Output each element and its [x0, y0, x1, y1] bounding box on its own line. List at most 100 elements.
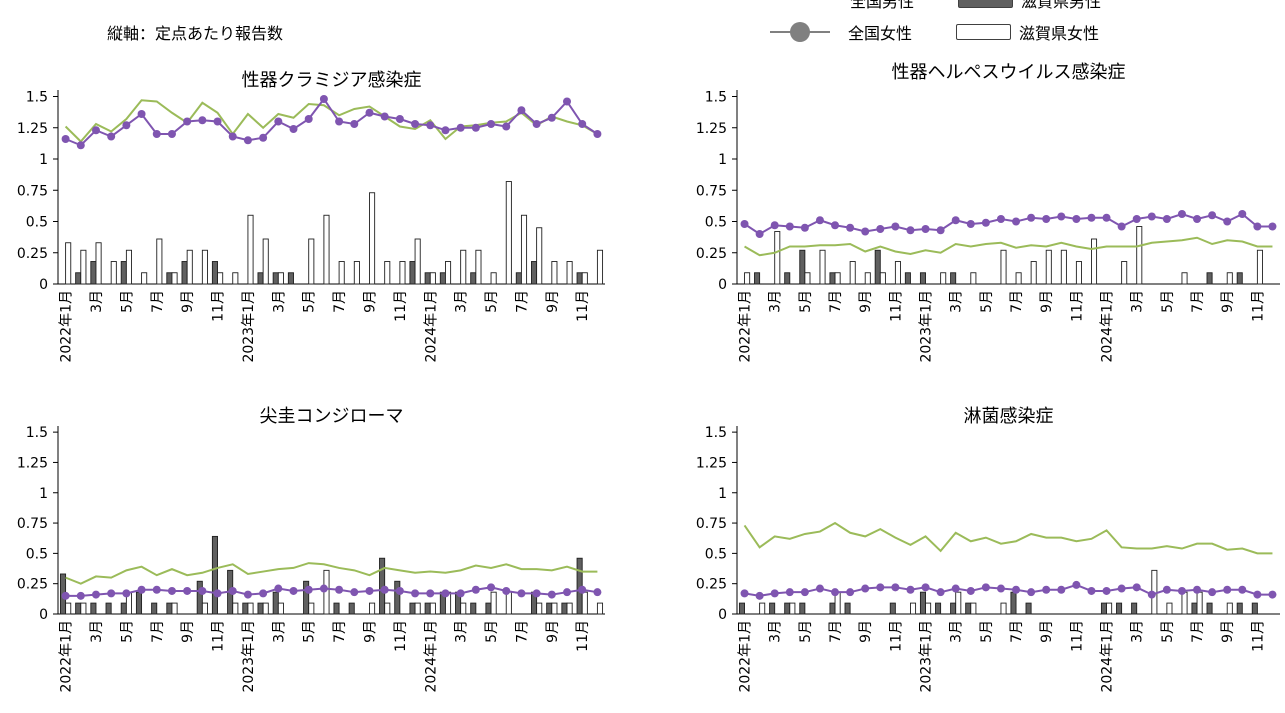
marker-national-female	[1253, 222, 1262, 231]
marker-national-female	[122, 121, 131, 130]
bar-shiga-male	[904, 272, 911, 285]
bar-shiga-female	[65, 602, 72, 615]
bar-shiga-male	[333, 602, 340, 615]
bar-shiga-female	[110, 261, 117, 285]
marker-national-female	[335, 117, 344, 126]
y-tick-label: 0.75	[17, 183, 48, 199]
marker-national-female	[815, 216, 824, 225]
marker-national-female	[1012, 585, 1021, 594]
bar-shiga-female	[970, 272, 977, 285]
bar-shiga-female	[879, 272, 886, 285]
bar-shiga-female	[1015, 272, 1022, 285]
line-national-male	[65, 562, 598, 585]
x-tick-label: 11月	[1250, 290, 1266, 322]
x-tick-label: 2023年1月	[241, 290, 257, 363]
x-tick-label: 3月	[1130, 620, 1146, 643]
bar-shiga-male	[561, 602, 568, 615]
bar-shiga-female	[247, 214, 254, 285]
bar-shiga-male	[75, 272, 82, 285]
bar-shiga-male	[844, 602, 851, 615]
y-tick-label: 1.25	[696, 121, 727, 137]
marker-national-female	[426, 589, 435, 598]
bar-shiga-female	[1000, 249, 1007, 285]
bar-shiga-male	[1236, 272, 1243, 285]
bar-shiga-female	[232, 602, 239, 615]
x-tick-label: 9月	[545, 290, 561, 313]
y-tick-label: 0	[39, 277, 48, 293]
x-tick-label: 7月	[332, 620, 348, 643]
bar-shiga-female	[1181, 272, 1188, 285]
x-tick-label: 9月	[362, 290, 378, 313]
x-tick-label: 5月	[798, 620, 814, 643]
legend-national-male-label: 全国男性	[850, 0, 915, 11]
bar-shiga-male	[1131, 602, 1138, 615]
marker-national-female	[951, 584, 960, 593]
bar-shiga-female	[581, 272, 588, 285]
y-tick-label: 0.25	[17, 246, 48, 262]
bar-shiga-male	[90, 602, 97, 615]
x-tick-label: 7月	[828, 290, 844, 313]
marker-national-female	[365, 586, 374, 595]
marker-national-female	[1177, 210, 1186, 218]
bar-shiga-female	[429, 272, 436, 285]
line-national-male	[743, 521, 1273, 555]
marker-national-female	[770, 589, 779, 598]
bar-shiga-female	[864, 272, 871, 285]
marker-national-female	[1147, 212, 1156, 221]
chart-2: 性器ヘルペスウイルス感染症 0 0.25 0.5 0.75 1 1.25 1.5 2022年1月…	[696, 62, 1280, 363]
marker-national-female	[1027, 588, 1036, 597]
y-tick-label: 1.25	[696, 455, 727, 471]
x-tick-label: 2022年1月	[59, 290, 75, 363]
x-tick-label: 5月	[484, 290, 500, 313]
marker-national-female	[740, 589, 749, 598]
bar-shiga-male	[515, 272, 522, 285]
x-tick-label: 7月	[514, 290, 530, 313]
marker-national-female	[1102, 586, 1111, 595]
marker-national-female	[289, 125, 298, 133]
bar-shiga-female	[201, 249, 208, 285]
marker-national-female	[1268, 222, 1277, 231]
legend-shiga-female-label: 滋賀県女性	[1019, 24, 1100, 43]
marker-national-female	[198, 116, 207, 125]
x-tick-label: 7月	[150, 290, 166, 313]
marker-national-female	[167, 586, 176, 595]
marker-national-female	[274, 584, 283, 593]
bar-shiga-female	[596, 249, 604, 285]
y-tick-label: 0.75	[17, 516, 48, 532]
marker-national-female	[1147, 590, 1156, 599]
marker-national-female	[936, 226, 945, 235]
bar-shiga-female	[789, 602, 796, 615]
y-tick-label: 1.5	[705, 90, 727, 106]
marker-national-female	[1162, 585, 1171, 594]
marker-national-female	[876, 583, 885, 592]
bar-shiga-male	[166, 272, 173, 285]
bar-shiga-female	[759, 602, 766, 615]
bar-shiga-male	[965, 602, 972, 615]
marker-national-female	[547, 590, 556, 599]
marker-national-female	[785, 588, 794, 597]
marker-national-female	[740, 220, 749, 228]
bar-shiga-female	[414, 238, 421, 285]
bar-shiga-female	[1030, 261, 1037, 285]
bar-shiga-female	[536, 227, 543, 285]
marker-national-female	[755, 230, 764, 238]
marker-national-female	[61, 135, 70, 143]
bar-shiga-male	[424, 602, 431, 615]
marker-national-female	[1177, 586, 1186, 595]
y-tick-label: 1.5	[26, 425, 48, 441]
marker-national-female	[183, 586, 192, 595]
marker-national-female	[831, 221, 840, 230]
marker-national-female	[228, 586, 237, 595]
bar-shiga-male	[272, 591, 279, 615]
x-tick-label: 2022年1月	[738, 620, 754, 693]
y-tick-label: 0.5	[26, 546, 48, 562]
marker-national-female	[921, 583, 930, 592]
bar-shiga-male	[105, 602, 112, 615]
marker-national-female	[891, 583, 900, 592]
bar-shiga-female	[262, 238, 269, 285]
bar-shiga-male	[576, 272, 583, 285]
marker-national-female	[547, 113, 556, 122]
bar-shiga-female	[849, 261, 856, 285]
bar-shiga-male	[409, 261, 416, 285]
